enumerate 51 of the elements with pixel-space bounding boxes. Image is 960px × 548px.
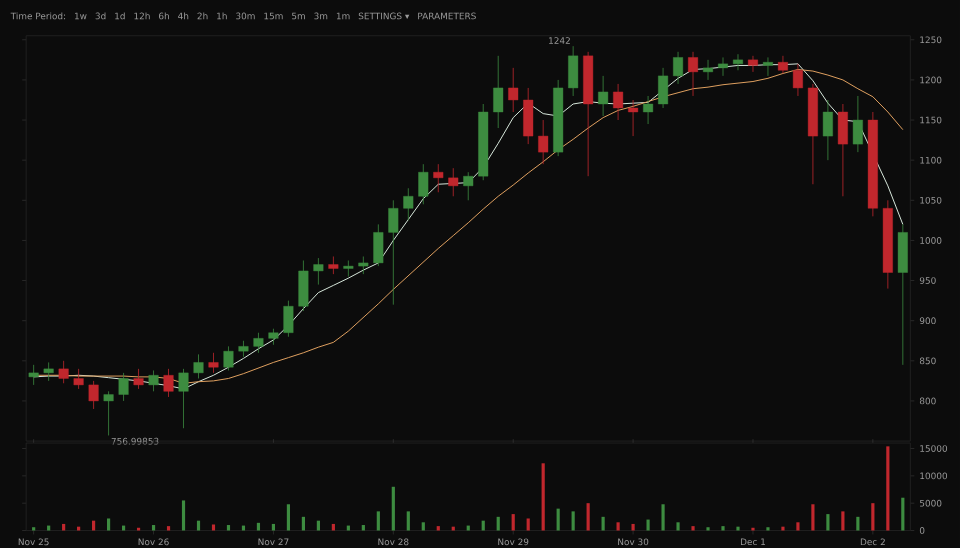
candlestick bbox=[43, 361, 54, 382]
candlestick bbox=[643, 95, 654, 125]
candlestick bbox=[223, 345, 234, 371]
candlestick bbox=[598, 75, 609, 117]
candlestick bbox=[373, 223, 384, 267]
candlestick bbox=[418, 163, 429, 205]
candlestick bbox=[313, 257, 324, 285]
candlestick bbox=[508, 67, 519, 113]
candlestick bbox=[103, 390, 114, 436]
candlestick bbox=[283, 300, 294, 337]
candlestick bbox=[568, 45, 579, 97]
candlestick bbox=[852, 95, 863, 153]
candlestick bbox=[688, 51, 699, 97]
candlestick bbox=[208, 352, 219, 374]
candlestick bbox=[448, 167, 459, 197]
candlestick bbox=[493, 55, 504, 129]
candlestick bbox=[703, 59, 714, 81]
candlestick bbox=[837, 103, 848, 197]
candlestick bbox=[897, 223, 908, 366]
candlestick bbox=[747, 55, 758, 73]
candlestick bbox=[298, 259, 309, 312]
candlestick bbox=[163, 368, 174, 398]
candlestick bbox=[118, 372, 129, 402]
candlestick bbox=[403, 187, 414, 221]
candlestick bbox=[73, 368, 84, 390]
candlestick bbox=[613, 83, 624, 121]
candlestick bbox=[253, 332, 264, 354]
candlestick bbox=[628, 99, 639, 137]
candlestick bbox=[193, 353, 204, 379]
candlestick bbox=[822, 99, 833, 161]
candlestick bbox=[133, 368, 144, 390]
candlestick bbox=[388, 199, 399, 305]
candlestick bbox=[88, 380, 99, 410]
candlestick bbox=[433, 163, 444, 193]
candlestick bbox=[328, 255, 339, 275]
candlestick bbox=[523, 87, 534, 145]
candlestick bbox=[733, 53, 743, 71]
candlestick bbox=[538, 119, 549, 165]
candlestick bbox=[358, 255, 369, 275]
candlestick bbox=[28, 364, 39, 386]
candlestick bbox=[343, 259, 354, 277]
candlestick bbox=[673, 51, 684, 85]
candlestick bbox=[178, 368, 189, 429]
candlestick bbox=[792, 63, 803, 97]
candlestick bbox=[658, 67, 669, 109]
candlestick bbox=[58, 360, 69, 384]
candlestick bbox=[148, 369, 159, 392]
candlestick bbox=[762, 56, 773, 77]
candlestick bbox=[463, 171, 474, 201]
candlestick bbox=[718, 56, 728, 77]
candlestick bbox=[777, 55, 788, 74]
